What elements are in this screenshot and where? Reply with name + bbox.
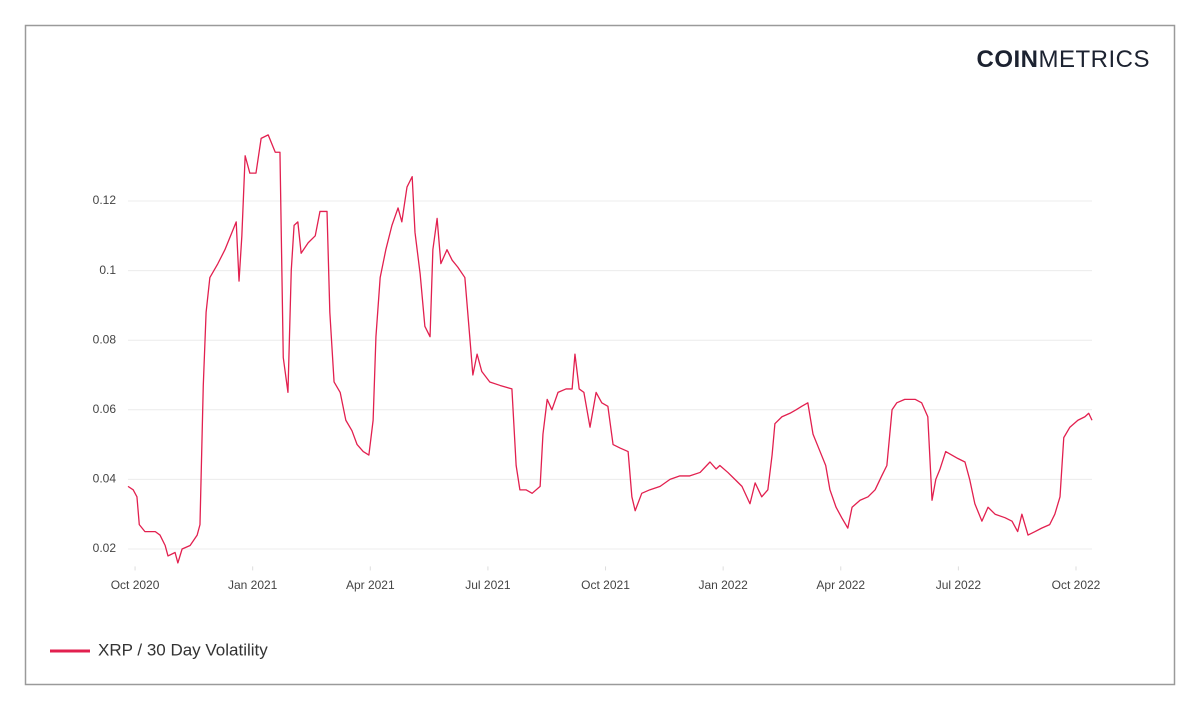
x-tick-label: Apr 2021 <box>346 578 395 592</box>
legend-label: XRP / 30 Day Volatility <box>98 640 268 659</box>
y-tick-label: 0.12 <box>93 193 117 207</box>
x-tick-label: Oct 2021 <box>581 578 630 592</box>
plot <box>127 134 1093 564</box>
x-tick-label: Jul 2021 <box>465 578 511 592</box>
x-tick-label: Apr 2022 <box>816 578 865 592</box>
logo: COINMETRICS <box>977 46 1151 73</box>
y-tick-label: 0.04 <box>93 472 117 486</box>
x-tick-label: Oct 2022 <box>1052 578 1101 592</box>
logo-bold: COIN <box>977 46 1039 73</box>
x-tick-label: Jul 2022 <box>936 578 982 592</box>
y-tick-label: 0.02 <box>93 541 117 555</box>
grid: 0.02 0.04 0.06 0.08 0.1 0.12 Oct 2020 Jan 2021 A… <box>93 193 1101 592</box>
logo-light: METRICS <box>1039 46 1151 73</box>
x-tick-label: Oct 2020 <box>111 578 160 592</box>
y-tick-label: 0.08 <box>93 332 117 346</box>
frame <box>24 24 1176 686</box>
x-tick-label: Jan 2021 <box>228 578 278 592</box>
y-tick-label: 0.1 <box>99 263 116 277</box>
y-tick-label: 0.06 <box>93 402 117 416</box>
x-tick-label: Jan 2022 <box>698 578 748 592</box>
series-line <box>127 134 1093 564</box>
